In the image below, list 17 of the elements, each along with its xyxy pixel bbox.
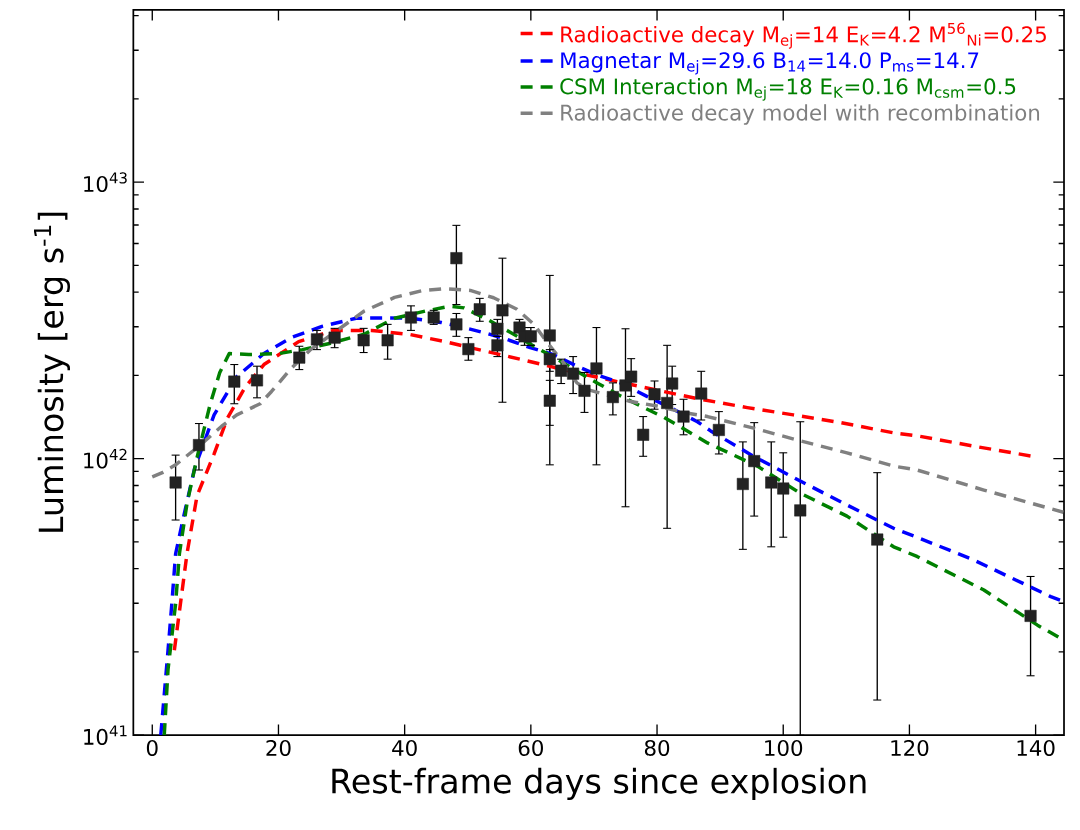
x-tick-label: 100: [765, 739, 803, 757]
x-axis-title: Rest-frame days since explosion: [332, 767, 866, 801]
y-tick-label: 10$^{42}$: [84, 448, 127, 469]
x-tick-label: 60: [518, 739, 543, 757]
y-tick-label: 10$^{43}$: [84, 172, 127, 193]
legend-label: CSM Interaction M$_{ej}$=18 E$_{K}$=0.16 M$_{csm}$=0.5: [560, 77, 1016, 101]
x-tick-label: 0: [146, 739, 158, 757]
x-tick-label: 140: [1017, 739, 1055, 757]
x-tick-label: 80: [644, 739, 670, 757]
legend-label: Radioactive decay M$_{ej}$=14 E$_{K}$=4.2 M$^{56}$$_{Ni}$=0.25: [561, 22, 1046, 49]
y-tick-label: 10$^{41}$: [84, 725, 127, 745]
x-tick-label: 20: [266, 739, 291, 757]
legend-label: Magnetar M$_{ej}$=29.6 B$_{14}$=14.0 P$_{ms}$=14.7: [561, 52, 979, 75]
x-tick-label: 40: [392, 739, 417, 757]
y-axis-title: Luminosity [erg s$^{-1}$]: [34, 212, 70, 532]
x-tick-label: 120: [891, 739, 929, 757]
legend-label: Radioactive decay model with recombination: [561, 104, 1040, 125]
